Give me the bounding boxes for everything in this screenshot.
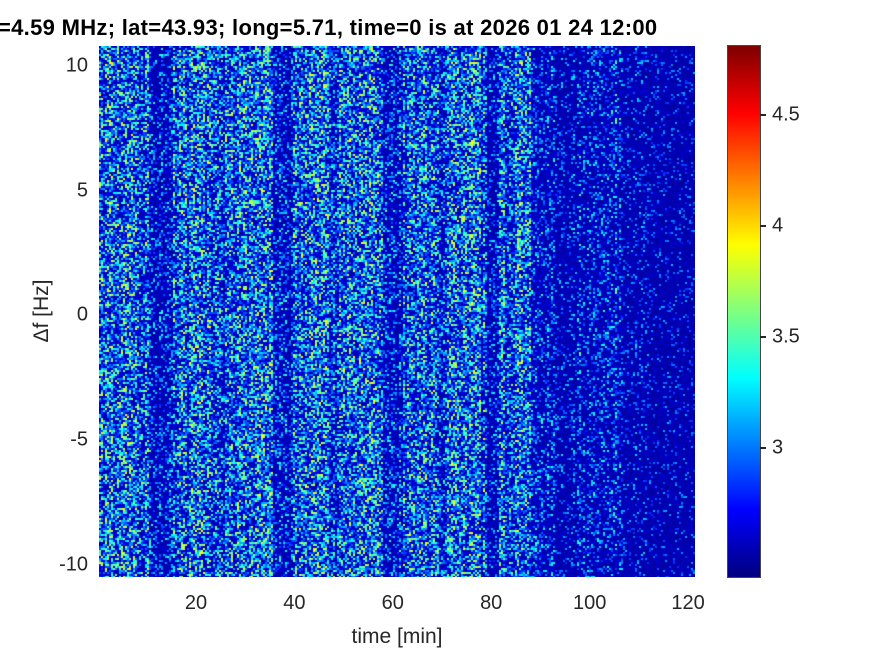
x-tick-label: 100 [573, 592, 607, 614]
colorbar-tick-mark [760, 113, 766, 116]
x-tick-label: 120 [671, 592, 705, 614]
colorbar-tick-label: 3 [772, 436, 784, 459]
y-tick-label: 5 [76, 179, 88, 202]
y-tick-label: -10 [59, 553, 88, 575]
colorbar-tick-mark [760, 336, 766, 339]
colorbar [727, 45, 761, 578]
spectrogram-heatmap [99, 46, 695, 577]
x-axis-label: time [min] [351, 625, 443, 648]
y-tick-label: 0 [76, 303, 88, 326]
y-tick-label: 10 [65, 54, 88, 77]
x-tick-label: 40 [283, 592, 306, 614]
x-tick-label: 20 [184, 592, 208, 614]
plot-title: =4.59 MHz; lat=43.93; long=5.71, time=0 … [0, 15, 658, 40]
colorbar-tick-label: 3.5 [772, 325, 800, 348]
x-tick-label: 80 [480, 592, 503, 614]
x-tick-label: 60 [381, 592, 404, 614]
colorbar-tick-mark [760, 447, 766, 450]
colorbar-tick-label: 4 [772, 214, 784, 237]
y-tick-label: -5 [70, 428, 88, 451]
colorbar-tick-mark [760, 225, 766, 227]
colorbar-tick-label: 4.5 [772, 103, 800, 126]
